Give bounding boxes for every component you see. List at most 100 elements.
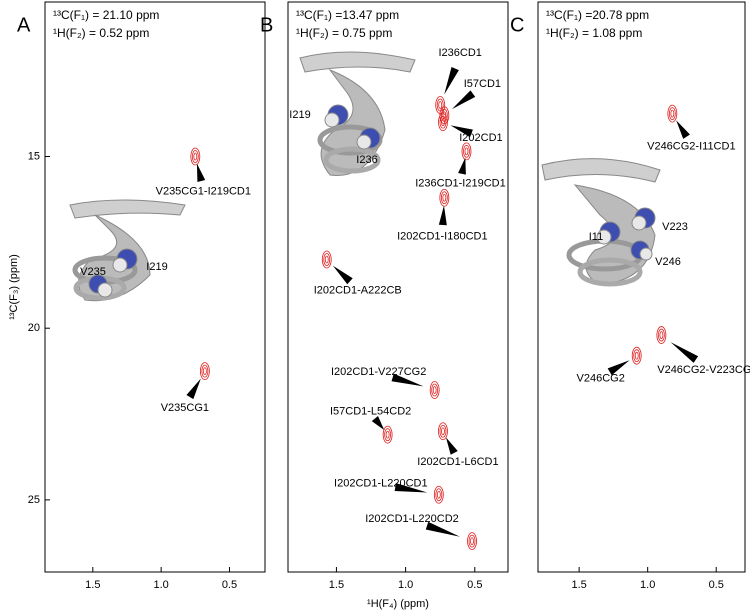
contour: [464, 147, 469, 156]
panel-frame: [287, 1, 509, 573]
peak-label: I57CD1-L54CD2: [330, 406, 411, 418]
contour: [323, 253, 331, 266]
residue-label: V223: [662, 221, 688, 233]
peak-label: I202CD1-L220CD2: [365, 513, 459, 525]
peak: [631, 346, 642, 365]
peak-label: V246CG2: [577, 373, 625, 385]
panel-label: A: [17, 14, 31, 36]
y-tick-label: 15: [28, 150, 40, 162]
arrow: [444, 67, 459, 95]
contour: [438, 113, 448, 132]
contour: [201, 364, 209, 378]
contour: [667, 104, 678, 123]
panel-header: ¹³C(F₁) =13.47 ppm: [296, 8, 399, 22]
contour: [670, 109, 675, 118]
contour: [461, 142, 472, 161]
x-tick-label: 1.0: [640, 579, 655, 591]
x-tick-label: 1.5: [85, 579, 100, 591]
peak-label: I236CD1: [438, 47, 481, 59]
x-tick-label: 1.0: [398, 579, 413, 591]
y-axis-label: ¹³C(F₃) (ppm): [8, 254, 20, 320]
contour: [438, 422, 448, 441]
x-tick-label: 0.5: [467, 579, 482, 591]
peak-label: I202CD1-V227CG2: [331, 366, 426, 378]
arrow: [332, 265, 353, 285]
contour: [657, 328, 665, 342]
peak: [656, 326, 667, 344]
contour: [193, 152, 198, 161]
peak: [429, 381, 440, 399]
peak: [439, 188, 450, 207]
contour: [431, 383, 439, 397]
arrow: [391, 373, 424, 387]
contour: [441, 118, 445, 127]
contour: [439, 188, 450, 207]
peak: [461, 142, 472, 161]
contour: [438, 101, 443, 109]
peak: [433, 485, 444, 504]
peak-label: V246CG2-I11CD1: [647, 141, 735, 153]
x-tick-label: 0.5: [222, 579, 237, 591]
y-tick-label: 20: [28, 322, 40, 334]
arrow: [450, 125, 473, 138]
contour: [191, 150, 199, 163]
contour: [442, 193, 447, 202]
arrow: [451, 90, 476, 110]
panel-header: ¹H(F₂) = 0.52 ppm: [53, 26, 149, 40]
peak-label: I202CD1-L220CD1: [334, 478, 428, 490]
structure-b: [299, 51, 416, 176]
contour: [199, 362, 210, 381]
contour: [634, 351, 639, 360]
residue-label: I219: [146, 261, 167, 273]
peak-label: V235CG1: [161, 402, 209, 414]
peak-label: V235CG1-I219CD1: [156, 185, 251, 197]
residue-label: I11: [589, 231, 603, 243]
arrow: [394, 483, 428, 493]
contour: [384, 428, 392, 442]
peak-label: I202CD1-L6CD1: [417, 456, 498, 468]
panel-frame: [537, 1, 746, 573]
contour: [440, 191, 448, 205]
contour: [656, 326, 667, 344]
arrow: [676, 120, 690, 139]
contour: [468, 534, 476, 548]
arrow: [670, 342, 699, 363]
arrow: [371, 416, 385, 431]
contour: [324, 255, 329, 264]
contour: [439, 424, 447, 438]
peak-label: V246CG2-V223CG1: [657, 364, 750, 376]
panel-header: ¹³C(F₁) = 21.10 ppm: [53, 8, 159, 22]
peak: [190, 147, 201, 166]
contour: [190, 147, 201, 166]
arrow: [458, 157, 466, 175]
contour: [385, 430, 390, 439]
residue-label: V235: [80, 266, 106, 278]
contour: [463, 144, 470, 158]
peak-label: I202CD1-A222CB: [314, 284, 402, 296]
contour: [435, 488, 443, 502]
panel-header: ¹³C(F₁) =20.78 ppm: [546, 8, 649, 22]
peak: [199, 362, 210, 381]
arrow: [196, 163, 206, 182]
contour: [436, 98, 444, 112]
panel-label: B: [260, 14, 273, 36]
contour: [433, 485, 444, 504]
structure-c: [541, 158, 661, 287]
peak: [438, 422, 448, 441]
contour: [436, 490, 441, 499]
contour: [321, 250, 332, 269]
peak: [382, 425, 393, 444]
x-axis-label: ¹H(F₄) (ppm): [367, 598, 429, 610]
peak-label: I236CD1-I219CD1: [415, 177, 506, 189]
contour: [633, 349, 641, 363]
contour: [470, 537, 474, 545]
arrow: [186, 378, 201, 400]
arrow: [445, 437, 458, 455]
panel-header: ¹H(F₂) = 0.75 ppm: [296, 26, 392, 40]
contour: [439, 115, 447, 129]
contour: [467, 532, 477, 550]
x-tick-label: 1.5: [329, 579, 344, 591]
peak: [467, 532, 477, 550]
contour: [441, 427, 445, 436]
